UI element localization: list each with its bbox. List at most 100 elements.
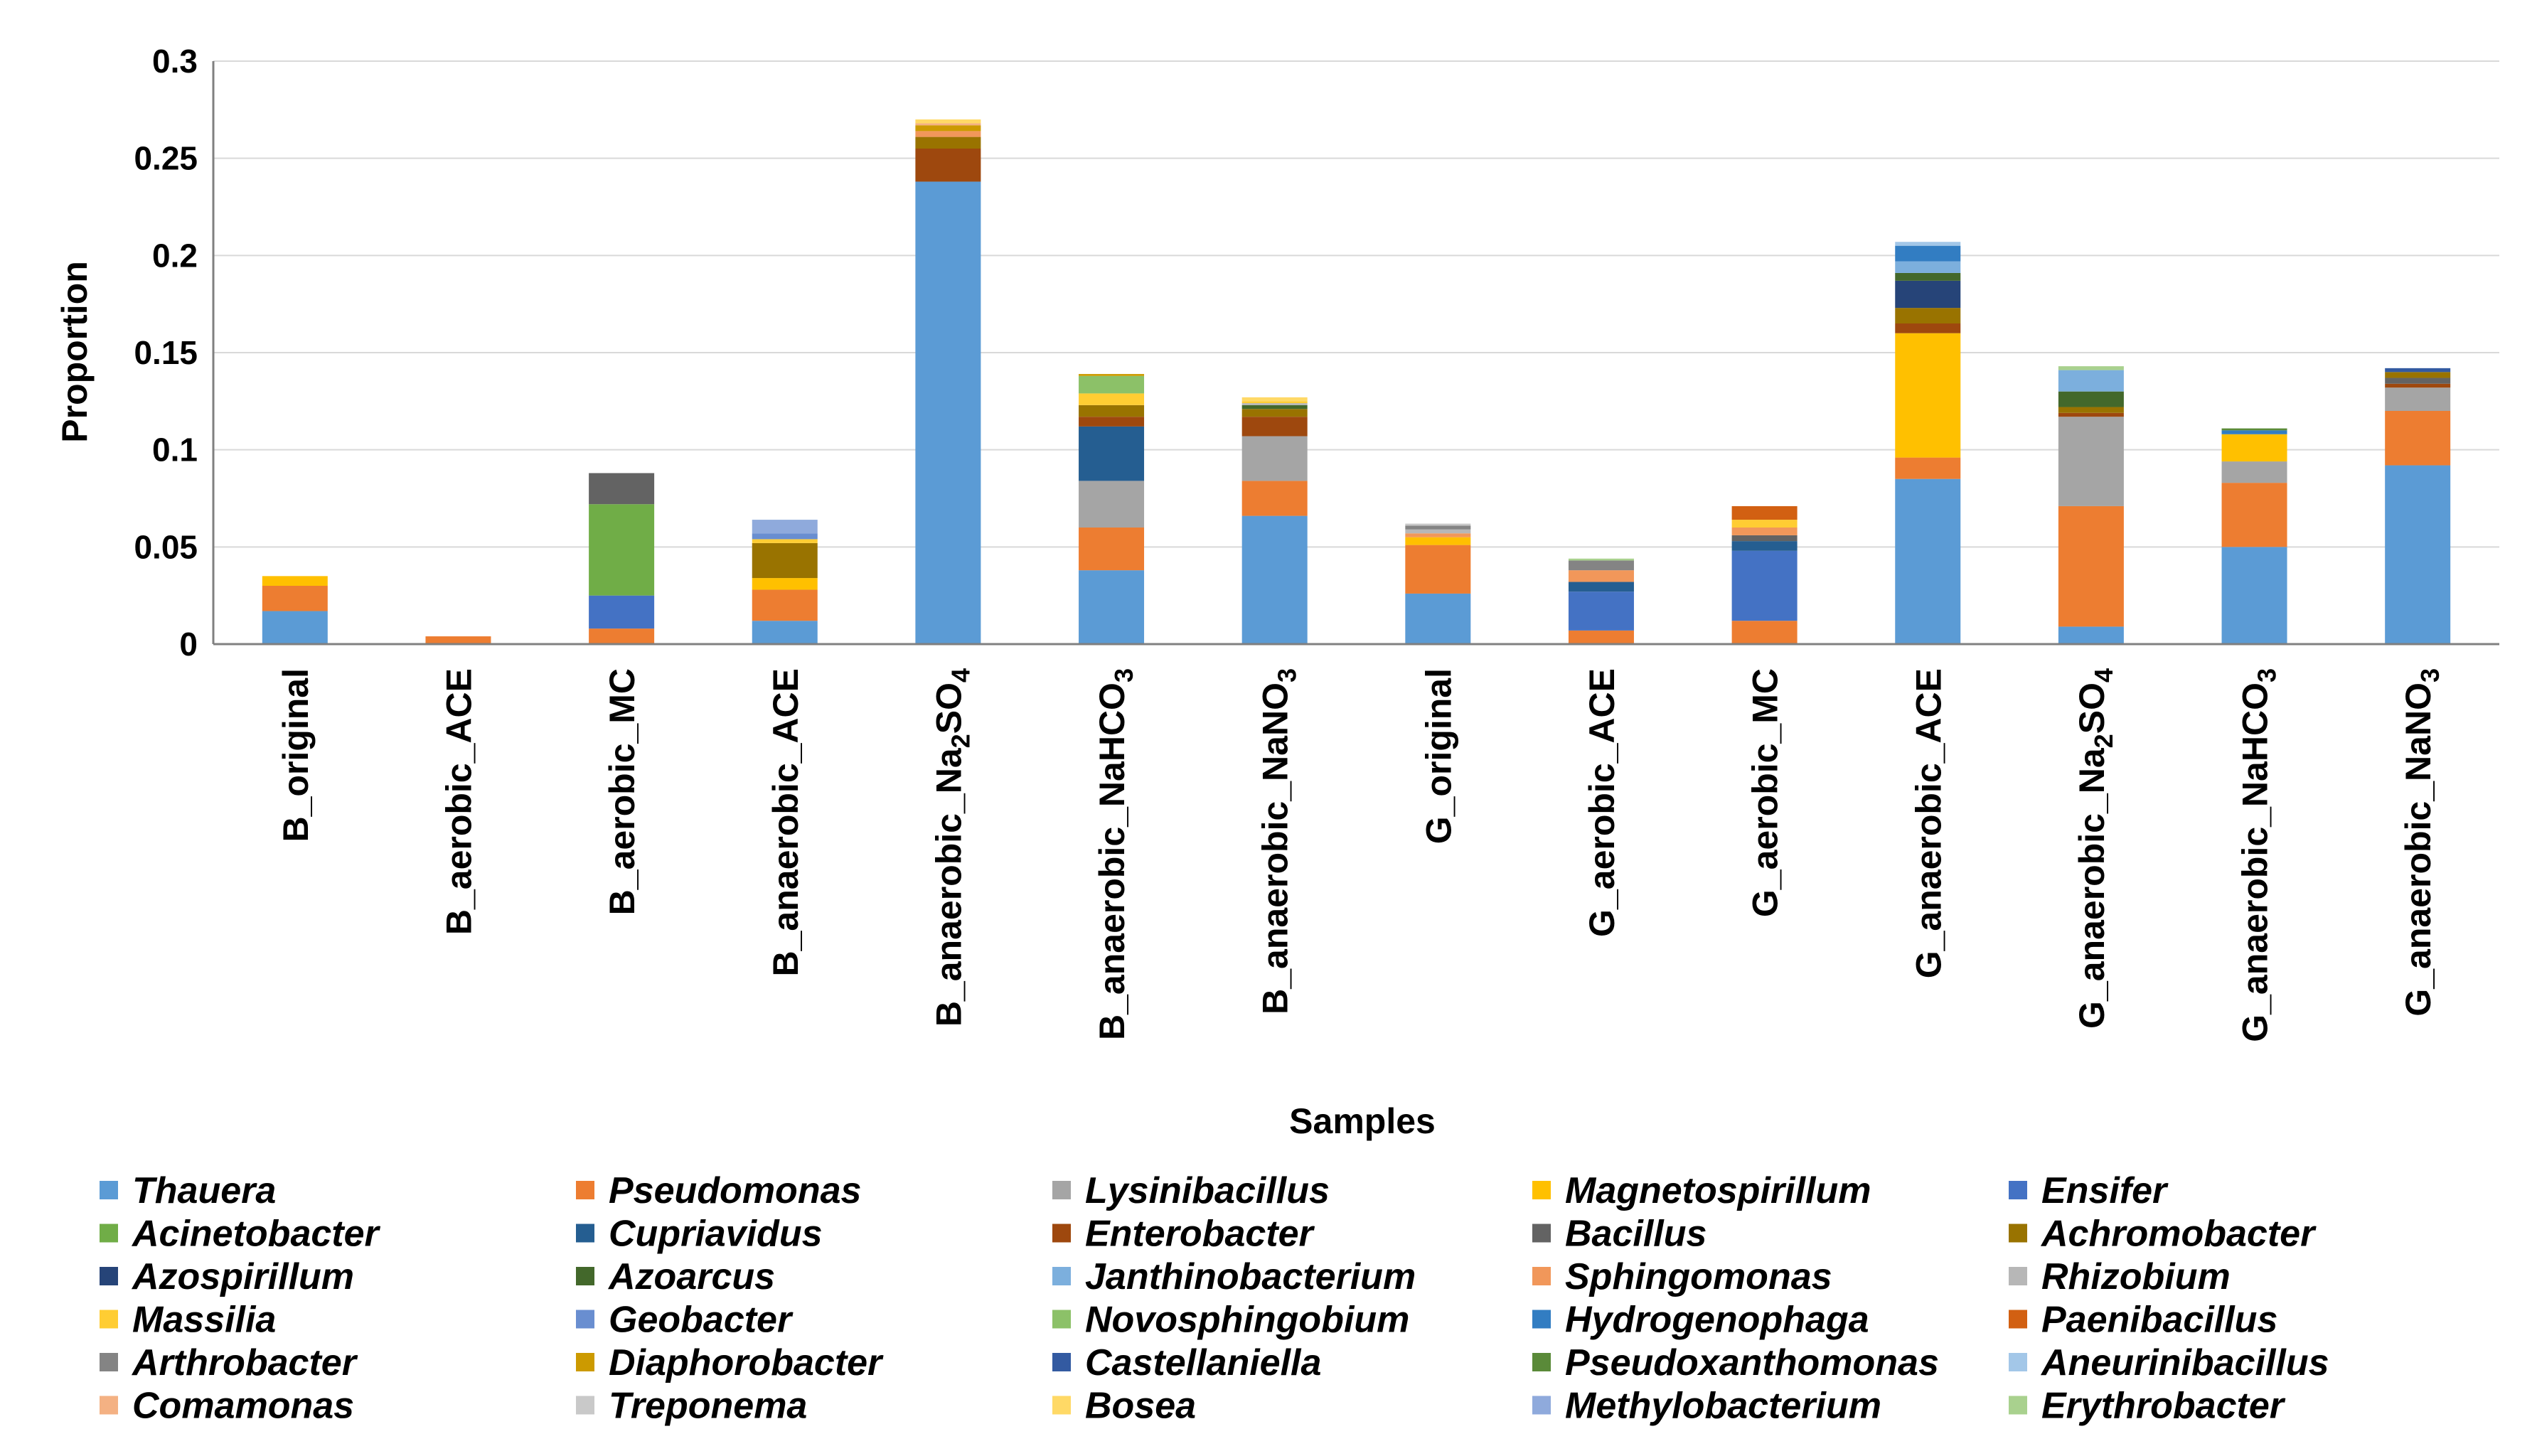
legend-label: Erythrobacter xyxy=(2041,1386,2286,1427)
legend-swatch xyxy=(100,1396,118,1415)
legend-label: Sphingomonas xyxy=(1565,1256,1832,1297)
bar-segment xyxy=(1731,541,1798,551)
legend-label: Castellaniella xyxy=(1085,1342,1321,1383)
y-tick-label: 0.05 xyxy=(134,528,198,565)
bar-segment xyxy=(1568,570,1634,582)
legend-swatch xyxy=(1532,1181,1551,1199)
bars xyxy=(262,119,2451,644)
legend-swatch xyxy=(1052,1181,1071,1199)
bar-segment xyxy=(1079,374,1145,376)
bar-segment xyxy=(915,131,981,137)
x-tick-label: B_anaerobic_ACE xyxy=(766,668,806,977)
bar-segment xyxy=(1568,560,1634,571)
y-tick-labels: 0 0.05 0.1 0.15 0.2 0.25 0.3 xyxy=(134,43,198,663)
bar-segment xyxy=(1731,550,1798,621)
legend-label: Magnetospirillum xyxy=(1565,1170,1871,1211)
legend-label: Thauera xyxy=(132,1170,276,1211)
legend-label: Ensifer xyxy=(2041,1170,2169,1211)
bar-segment xyxy=(1895,261,1961,273)
legend-swatch xyxy=(1532,1396,1551,1415)
legend-swatch xyxy=(100,1310,118,1329)
bar-segment xyxy=(2221,434,2287,462)
bar-segment xyxy=(2385,378,2451,384)
x-tick-labels: B_original B_aerobic_ACE B_aerobic_MC B_ana… xyxy=(276,668,2445,1042)
bar-segment xyxy=(1405,545,1471,594)
bar-segment xyxy=(1731,505,1798,520)
bar-segment xyxy=(1568,558,1634,561)
bar-segment xyxy=(1405,533,1471,537)
bar-segment xyxy=(2221,483,2287,547)
bar-segment xyxy=(1079,481,1145,528)
legend-label: Treponema xyxy=(609,1386,807,1427)
bar-segment xyxy=(2221,428,2287,431)
x-tick-label: B_aerobic_MC xyxy=(602,668,642,915)
legend-label: Azoarcus xyxy=(607,1256,775,1297)
legend-swatch xyxy=(576,1181,594,1199)
bar-segment xyxy=(2058,412,2124,417)
bar-segment xyxy=(1241,436,1308,481)
legend-swatch xyxy=(1532,1310,1551,1329)
bar-segment xyxy=(1079,375,1145,394)
legend-label: Arthrobacter xyxy=(131,1342,358,1383)
gridlines xyxy=(213,60,2499,548)
legend-label: Lysinibacillus xyxy=(1085,1170,1330,1211)
bar-segment xyxy=(1895,242,1961,246)
bar-segment xyxy=(1568,630,1634,644)
legend-swatch xyxy=(576,1224,594,1243)
bar-segment xyxy=(1079,393,1145,405)
legend-swatch xyxy=(576,1310,594,1329)
legend-label: Cupriavidus xyxy=(609,1214,823,1255)
bar-segment xyxy=(752,539,818,543)
bar-segment xyxy=(1568,592,1634,631)
bar-segment xyxy=(2221,461,2287,483)
bar-segment xyxy=(425,636,491,644)
bar-segment xyxy=(1405,529,1471,534)
legend-swatch xyxy=(1532,1267,1551,1285)
bar-segment xyxy=(1241,401,1308,404)
bar-segment xyxy=(1079,570,1145,644)
legend-label: Bacillus xyxy=(1565,1214,1707,1255)
y-axis-title: Proportion xyxy=(55,261,95,443)
legend-label: Geobacter xyxy=(609,1300,794,1341)
x-tick-label: G_anaerobic_Na2SO4 xyxy=(2072,668,2118,1029)
bar-segment xyxy=(2385,411,2451,466)
bar-segment xyxy=(1895,245,1961,262)
y-tick-label: 0.2 xyxy=(152,237,198,274)
bar-segment xyxy=(1241,481,1308,516)
bar-segment xyxy=(1079,426,1145,481)
bar-segment xyxy=(752,520,818,534)
bar-segment xyxy=(752,589,818,621)
x-tick-label: G_original xyxy=(1419,668,1458,844)
legend-label: Enterobacter xyxy=(1085,1214,1315,1255)
legend-label: Comamonas xyxy=(132,1386,354,1427)
bar-segment xyxy=(1731,535,1798,542)
legend-label: Paenibacillus xyxy=(2041,1300,2277,1341)
legend-swatch xyxy=(1532,1224,1551,1243)
legend-swatch xyxy=(1052,1310,1071,1329)
x-tick-label: G_anaerobic_ACE xyxy=(1908,668,1948,978)
bar-segment xyxy=(915,125,981,132)
x-tick-label: B_anaerobic_NaHCO3 xyxy=(1092,668,1138,1040)
legend-swatch xyxy=(100,1353,118,1371)
bar-segment xyxy=(915,149,981,182)
bar-segment xyxy=(915,119,981,124)
bar-segment xyxy=(2221,547,2287,644)
legend-swatch xyxy=(1052,1267,1071,1285)
legend-label: Rhizobium xyxy=(2041,1256,2231,1297)
legend-swatch xyxy=(100,1267,118,1285)
x-tick-label: G_aerobic_ACE xyxy=(1582,668,1622,937)
legend-swatch xyxy=(1052,1224,1071,1243)
x-tick-label: B_original xyxy=(276,668,316,842)
bar-segment xyxy=(915,181,981,644)
bar-segment xyxy=(589,628,655,644)
bar-segment xyxy=(752,533,818,540)
x-tick-label: B_aerobic_ACE xyxy=(439,668,479,935)
bar-segment xyxy=(1895,272,1961,281)
bar-segment xyxy=(589,473,655,505)
legend-swatch xyxy=(2009,1396,2027,1415)
bar-segment xyxy=(752,578,818,590)
bar-segment xyxy=(2058,391,2124,407)
bar-segment xyxy=(1405,525,1471,530)
legend-label: Bosea xyxy=(1085,1386,1196,1427)
legend-label: Novosphingobium xyxy=(1085,1300,1409,1341)
